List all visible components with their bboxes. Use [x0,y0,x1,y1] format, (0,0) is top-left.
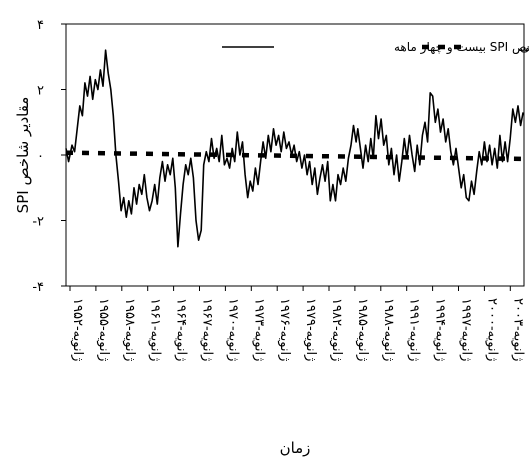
x-tick-label: ژانویه-۱۹۸۲ [329,298,344,361]
legend-label-spi: شاخص SPI بیست و چهار ماهه [394,40,529,55]
x-tick-label: ژانویه-۱۹۸۵ [355,298,370,361]
x-axis-ticks: ژانویه-۱۹۵۲ ژانویه-۱۹۵۵ ژانویه-۱۹۵۸ ژانویه-… [69,286,525,361]
x-tick-label: ژانویه-۱۹۶۴ [174,298,189,361]
y-tick-label: ۲ [37,84,44,99]
legend: روند خطی شاخص SPI بیست و چهار ماهه [222,40,529,55]
x-tick-label: ژانویه-۱۹۸۸ [381,298,396,361]
y-tick-label: -۴ [32,280,44,295]
y-tick-label: ۰ [37,149,44,164]
x-axis-title: زمان [280,439,311,457]
plot-area [65,23,525,287]
x-tick-label: ژانویه-۱۹۵۵ [96,298,111,361]
x-tick-label: ژانویه-۱۹۷۳ [251,298,266,361]
y-tick-label: -۲ [32,215,44,230]
x-tick-label: ژانویه-۱۹۹۱ [407,298,422,361]
x-tick-label: ژانویه-۱۹۹۷ [459,298,474,361]
x-tick-label: ژانویه-۱۹۹۴ [433,298,448,361]
x-tick-label: ژانویه-۱۹۷۹ [303,298,318,361]
x-tick-label: ژانویه-۱۹۶۱ [148,298,163,361]
series-line-spi [65,49,524,248]
y-axis-title: مقادیر شاخص SPI [14,97,32,214]
x-tick-label: ژانویه-۲۰۰۰ [484,298,499,361]
series-line-trend [65,150,524,162]
y-tick-label: ۴ [37,18,44,33]
x-tick-label: ژانویه-۱۹۶۷ [200,298,215,361]
x-tick-label: ژانویه-۱۹۵۸ [122,298,137,361]
x-tick-label: ژانویه-۱۹۵۲ [70,298,85,361]
legend-label-trend: روند خطی [520,40,529,55]
x-tick-label: ژانویه-۱۹۷۰ [225,298,240,361]
y-axis-ticks: ۴ ۲ ۰ -۲ -۴ [32,18,66,295]
x-tick-label: ژانویه-۱۹۷۶ [277,298,292,361]
x-tick-label: ژانویه-۲۰۰۳ [510,298,525,361]
